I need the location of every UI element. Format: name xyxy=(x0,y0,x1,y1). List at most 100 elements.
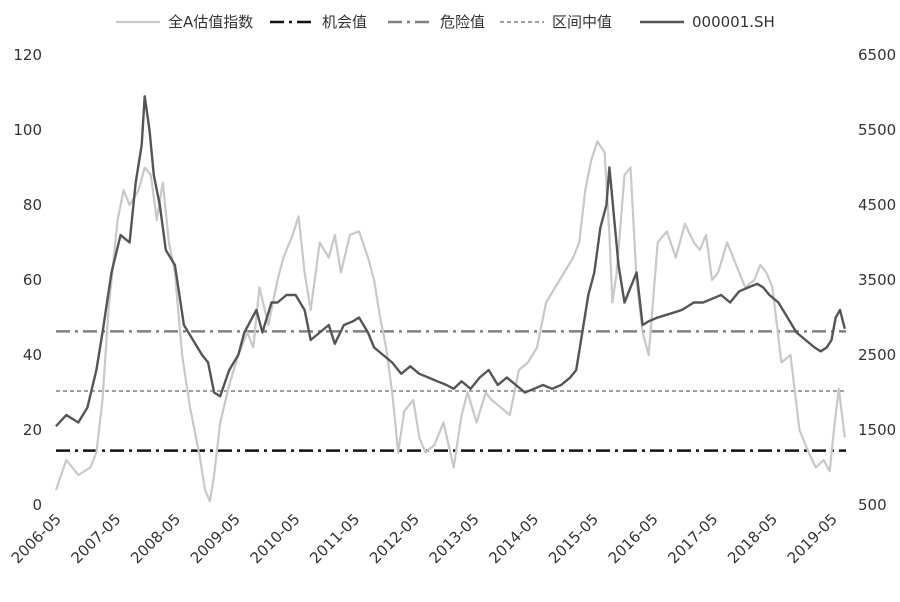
data-point-000001.SH xyxy=(66,414,68,416)
data-point-全A估值指数 xyxy=(642,332,644,334)
data-point-000001.SH xyxy=(144,96,146,98)
data-point-000001.SH xyxy=(428,377,430,379)
x-tick-label: 2010-05 xyxy=(247,510,304,567)
x-tick-label: 2013-05 xyxy=(426,510,483,567)
data-point-全A估值指数 xyxy=(168,242,170,244)
data-point-全A估值指数 xyxy=(799,429,801,431)
legend-label: 全A估值指数 xyxy=(168,13,253,31)
data-point-全A估值指数 xyxy=(772,287,774,289)
data-point-000001.SH xyxy=(238,354,240,356)
data-point-全A估值指数 xyxy=(129,204,131,206)
data-point-000001.SH xyxy=(805,339,807,341)
data-point-000001.SH xyxy=(729,302,731,304)
data-point-全A估值指数 xyxy=(373,279,375,281)
data-point-全A估值指数 xyxy=(419,437,421,439)
data-point-全A估值指数 xyxy=(563,272,565,274)
data-point-全A估值指数 xyxy=(491,399,493,401)
data-point-000001.SH xyxy=(826,347,828,349)
data-point-全A估值指数 xyxy=(150,174,152,176)
data-point-全A估值指数 xyxy=(292,234,294,236)
data-point-000001.SH xyxy=(582,332,584,334)
data-point-全A估值指数 xyxy=(453,467,455,469)
data-point-000001.SH xyxy=(588,294,590,296)
data-point-000001.SH xyxy=(219,396,221,398)
data-point-000001.SH xyxy=(358,317,360,319)
data-point-000001.SH xyxy=(575,369,577,371)
data-point-000001.SH xyxy=(642,324,644,326)
data-point-全A估值指数 xyxy=(790,354,792,356)
data-point-000001.SH xyxy=(256,309,258,311)
data-point-全A估值指数 xyxy=(693,242,695,244)
data-point-000001.SH xyxy=(141,144,143,146)
data-point-000001.SH xyxy=(560,384,562,386)
y-right-tick-label: 6500 xyxy=(858,46,896,64)
data-point-000001.SH xyxy=(391,362,393,364)
y-axis-left: 0 20 40 60 80 100 120 xyxy=(13,46,42,514)
data-point-全A估值指数 xyxy=(66,459,68,461)
data-point-全A估值指数 xyxy=(604,152,606,154)
data-point-全A估值指数 xyxy=(443,422,445,424)
data-point-000001.SH xyxy=(479,377,481,379)
data-point-全A估值指数 xyxy=(838,388,840,390)
data-point-000001.SH xyxy=(174,264,176,266)
legend-item: 全A估值指数 xyxy=(116,13,253,31)
data-point-全A估值指数 xyxy=(844,437,846,439)
data-point-全A估值指数 xyxy=(209,501,211,503)
data-point-000001.SH xyxy=(711,298,713,300)
data-point-000001.SH xyxy=(702,302,704,304)
data-point-全A估值指数 xyxy=(349,234,351,236)
data-point-全A估值指数 xyxy=(96,452,98,454)
data-point-全A估值指数 xyxy=(253,347,255,349)
data-point-000001.SH xyxy=(835,317,837,319)
data-point-000001.SH xyxy=(419,373,421,375)
data-point-000001.SH xyxy=(149,129,151,131)
data-point-全A估值指数 xyxy=(162,182,164,184)
data-point-全A估值指数 xyxy=(624,174,626,176)
y-left-tick-label: 100 xyxy=(13,121,42,139)
data-point-000001.SH xyxy=(738,291,740,293)
data-point-全A估值指数 xyxy=(334,234,336,236)
data-point-000001.SH xyxy=(763,287,765,289)
x-tick-label: 2006-05 xyxy=(8,510,65,567)
data-point-全A估值指数 xyxy=(90,467,92,469)
data-point-000001.SH xyxy=(757,283,759,285)
data-point-全A估值指数 xyxy=(385,347,387,349)
data-point-000001.SH xyxy=(295,294,297,296)
data-point-000001.SH xyxy=(497,384,499,386)
data-point-全A估值指数 xyxy=(657,242,659,244)
data-point-000001.SH xyxy=(55,426,57,428)
data-point-全A估值指数 xyxy=(117,219,119,221)
data-point-全A估值指数 xyxy=(461,414,463,416)
y-right-tick-label: 3500 xyxy=(858,271,896,289)
data-point-000001.SH xyxy=(609,167,611,169)
data-point-全A估值指数 xyxy=(358,231,360,233)
data-point-全A估值指数 xyxy=(616,272,618,274)
x-tick-label: 2016-05 xyxy=(605,510,662,567)
data-point-全A估值指数 xyxy=(434,444,436,446)
data-point-全A估值指数 xyxy=(189,407,191,409)
data-point-全A估值指数 xyxy=(425,452,427,454)
data-point-全A估值指数 xyxy=(298,216,300,218)
data-point-全A估值指数 xyxy=(578,242,580,244)
data-point-全A估值指数 xyxy=(268,324,270,326)
data-point-000001.SH xyxy=(657,317,659,319)
data-point-全A估值指数 xyxy=(509,414,511,416)
data-point-全A估值指数 xyxy=(711,279,713,281)
data-point-全A估值指数 xyxy=(78,474,80,476)
data-point-000001.SH xyxy=(648,321,650,323)
data-point-全A估值指数 xyxy=(760,264,762,266)
data-point-全A估值指数 xyxy=(829,471,831,473)
y-left-tick-label: 20 xyxy=(23,421,42,439)
x-tick-label: 2017-05 xyxy=(664,510,721,567)
data-point-全A估值指数 xyxy=(630,167,632,169)
data-point-全A估值指数 xyxy=(591,159,593,161)
data-point-000001.SH xyxy=(551,388,553,390)
data-point-全A估值指数 xyxy=(403,411,405,413)
data-point-全A估值指数 xyxy=(277,279,279,281)
y-right-tick-label: 1500 xyxy=(858,421,896,439)
data-point-全A估值指数 xyxy=(340,272,342,274)
data-point-全A估值指数 xyxy=(572,257,574,259)
data-point-全A估值指数 xyxy=(413,399,415,401)
data-point-000001.SH xyxy=(382,354,384,356)
data-point-000001.SH xyxy=(600,227,602,229)
